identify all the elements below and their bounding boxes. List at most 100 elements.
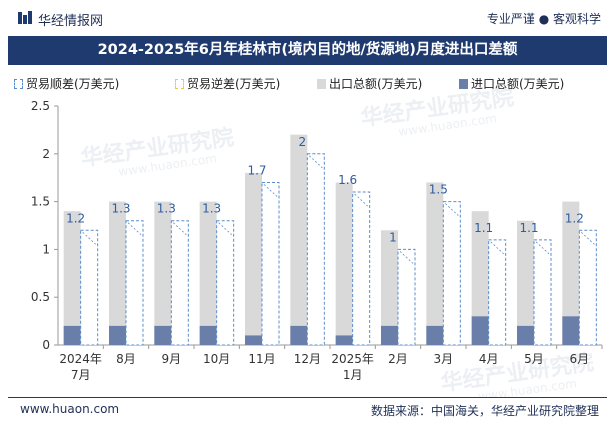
logo-icon <box>18 11 32 24</box>
x-tick-label: 10月 <box>203 352 230 366</box>
legend-swatch-import <box>459 79 468 89</box>
import-bar <box>199 325 217 345</box>
x-tick-label: 12月 <box>294 352 321 366</box>
surplus-hatch <box>263 184 278 197</box>
surplus-hatch <box>309 155 323 169</box>
import-bar <box>562 316 580 345</box>
import-bar <box>426 325 444 345</box>
data-label: 1.6 <box>338 173 357 187</box>
legend-item-export[interactable]: 出口总额(万美元) <box>317 75 422 92</box>
data-label: 1.5 <box>429 183 448 197</box>
x-tick-label: 11月 <box>248 352 275 366</box>
surplus-bar <box>442 201 461 346</box>
export-bar <box>154 201 172 345</box>
surplus-hatch <box>581 231 595 245</box>
import-bar <box>154 325 172 345</box>
import-bar <box>245 335 262 345</box>
x-tick-label: 2025年 1月 <box>331 352 374 382</box>
surplus-hatch <box>173 222 187 236</box>
legend-swatch-deficit <box>175 79 184 89</box>
legend-swatch-export <box>317 79 326 89</box>
x-tick-label: 5月 <box>524 352 544 366</box>
data-label: 1.7 <box>247 163 266 177</box>
y-tick-label: 1.5 <box>31 195 50 209</box>
chart-title: 2024-2025年6月年桂林市(境内目的地/货源地)月度进出口差额 <box>8 36 607 65</box>
data-label: 1.3 <box>202 202 221 216</box>
import-bar <box>335 335 353 345</box>
y-tick-label: 0 <box>42 338 50 352</box>
import-bar <box>517 325 534 345</box>
legend-item-surplus[interactable]: 贸易顺差(万美元) <box>14 75 119 92</box>
data-label: 1.3 <box>111 202 130 216</box>
import-bar <box>381 325 398 345</box>
surplus-bar <box>533 239 552 346</box>
footer-divider <box>8 397 607 398</box>
export-bar <box>63 211 81 345</box>
surplus-bar <box>306 153 325 346</box>
data-label: 1.1 <box>519 221 538 235</box>
export-bar <box>335 182 353 345</box>
import-bar <box>63 325 81 345</box>
top-bar: 华经情报网 专业严谨 ● 客观科学 <box>0 0 615 36</box>
x-tick-label: 2月 <box>388 352 408 366</box>
data-label: 1.2 <box>66 211 85 225</box>
surplus-hatch <box>535 241 550 255</box>
export-bar <box>245 172 262 345</box>
legend-swatch-surplus <box>14 79 23 89</box>
legend-item-deficit[interactable]: 贸易逆差(万美元) <box>175 75 280 92</box>
legend-label: 贸易逆差(万美元) <box>187 77 281 91</box>
surplus-bar <box>352 191 371 346</box>
legend-label: 贸易顺差(万美元) <box>26 77 120 91</box>
footer-site[interactable]: www.huaon.com <box>20 402 120 416</box>
x-tick-label: 2024年 7月 <box>59 352 102 382</box>
y-tick-label: 2.5 <box>31 99 50 113</box>
surplus-bar <box>125 220 144 346</box>
surplus-bar <box>216 220 235 346</box>
export-bar <box>109 201 126 345</box>
x-tick-label: 6月 <box>570 352 590 366</box>
surplus-hatch <box>82 231 96 245</box>
surplus-bar <box>261 181 280 346</box>
y-tick-label: 0.5 <box>31 290 50 304</box>
export-bar <box>381 230 398 345</box>
data-label: 1.1 <box>474 221 493 235</box>
import-bar <box>471 316 489 345</box>
import-bar <box>109 325 126 345</box>
surplus-hatch <box>399 251 414 264</box>
surplus-bar <box>397 248 416 346</box>
export-bar <box>290 134 308 345</box>
legend-label: 进口总额(万美元) <box>471 77 565 91</box>
data-label: 2 <box>299 135 307 149</box>
y-tick-label: 2 <box>42 147 50 161</box>
bar-chart: 0 0.5 1 1.5 2 2.5 1.2 2024年 7月 1.3 8月 1.3 9月 1.3 10月 1.… <box>31 99 603 382</box>
legend: 贸易顺差(万美元) 贸易逆差(万美元) 出口总额(万美元) 进口总额(万美元) <box>14 75 614 91</box>
data-label: 1.3 <box>157 202 176 216</box>
surplus-bar <box>488 239 507 346</box>
surplus-hatch <box>445 203 459 216</box>
legend-item-import[interactable]: 进口总额(万美元) <box>459 75 564 92</box>
data-label: 1.2 <box>565 211 584 225</box>
import-bar <box>290 325 308 345</box>
x-tick-label: 4月 <box>479 352 499 366</box>
surplus-bar <box>170 220 189 346</box>
export-bar <box>562 201 580 345</box>
x-tick-label: 8月 <box>116 352 136 366</box>
footer-source: 数据来源：中国海关，华经产业研究院整理 <box>370 404 599 418</box>
export-bar <box>199 201 217 345</box>
surplus-bar <box>80 229 99 346</box>
export-bar <box>471 211 489 345</box>
x-tick-label: 9月 <box>162 352 182 366</box>
y-tick-label: 1 <box>42 242 50 256</box>
export-bar <box>517 220 534 345</box>
surplus-hatch <box>218 222 232 236</box>
surplus-hatch <box>354 193 368 207</box>
surplus-bar <box>578 229 597 346</box>
tagline: 专业严谨 ● 客观科学 <box>486 12 601 26</box>
data-label: 1 <box>389 230 397 244</box>
footer <box>0 398 615 427</box>
surplus-hatch <box>490 241 504 255</box>
x-tick-label: 3月 <box>434 352 454 366</box>
surplus-hatch <box>127 222 142 236</box>
brand-name: 华经情报网 <box>38 14 104 29</box>
export-bar <box>426 182 444 345</box>
